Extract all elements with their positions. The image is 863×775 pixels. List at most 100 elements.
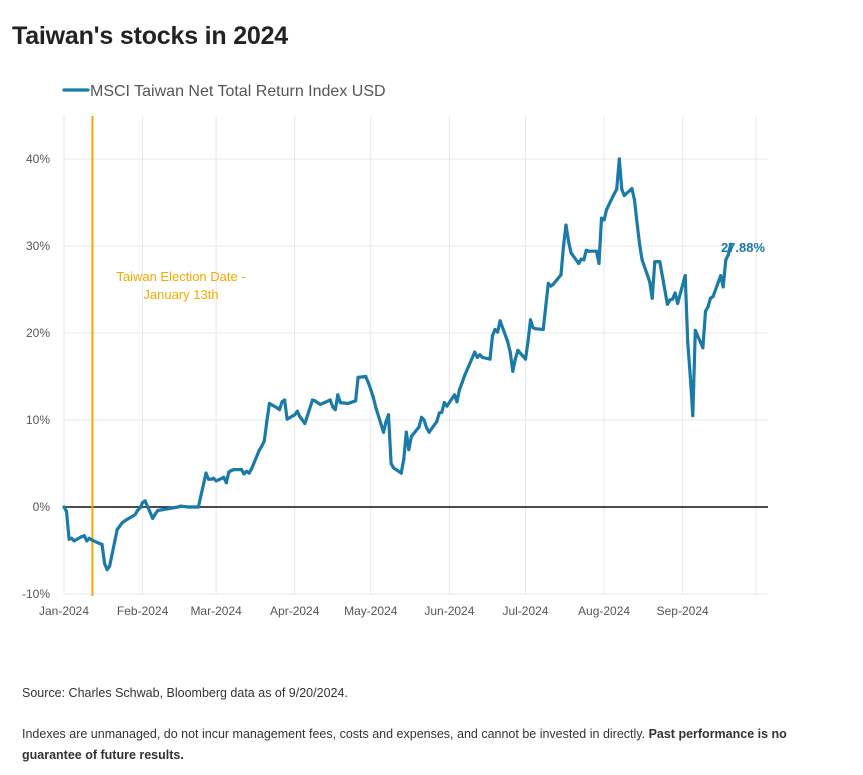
data-point — [293, 413, 297, 417]
x-tick-label: Sep-2024 — [657, 604, 709, 618]
data-point — [422, 418, 426, 422]
y-tick-label: 40% — [26, 152, 50, 166]
data-point — [247, 471, 251, 475]
x-axis-tick-labels: Jan-2024 Feb-2024 Mar-2024 Apr-2024 May-2024… — [39, 604, 709, 618]
data-point — [445, 404, 449, 408]
data-point — [513, 357, 517, 361]
data-point — [118, 524, 122, 528]
data-point — [123, 519, 127, 523]
data-point — [632, 198, 637, 202]
data-point — [528, 318, 533, 322]
data-point — [582, 258, 586, 262]
data-point — [630, 187, 634, 191]
data-point — [419, 415, 424, 419]
data-point — [346, 401, 350, 406]
data-point — [72, 539, 76, 543]
data-point — [381, 430, 386, 434]
data-point — [567, 240, 571, 244]
line-chart: -10% 0% 10% 20% 30% 40% Jan-2024 Feb-2024 Mar-2… — [22, 83, 768, 618]
data-point — [706, 305, 710, 309]
data-point — [564, 223, 568, 227]
data-point — [541, 327, 545, 332]
legend: MSCI Taiwan Net Total Return Index USD — [62, 83, 386, 100]
data-point — [584, 248, 588, 252]
data-point — [85, 539, 89, 543]
x-tick-label: Mar-2024 — [190, 604, 242, 618]
data-point — [250, 467, 254, 471]
y-tick-label: 10% — [26, 413, 50, 427]
data-point — [321, 401, 325, 406]
data-point — [260, 444, 264, 448]
data-point — [209, 477, 213, 481]
data-point — [703, 309, 708, 313]
data-point — [245, 469, 249, 473]
data-point — [635, 220, 639, 225]
data-point — [587, 249, 591, 253]
data-point — [676, 301, 680, 305]
data-point — [369, 388, 373, 392]
x-tick-label: Jan-2024 — [39, 604, 89, 618]
data-point — [153, 512, 157, 516]
disclaimer-bold-text: Past performance is no guarantee of futu… — [22, 727, 787, 762]
data-point — [90, 538, 94, 542]
data-point — [336, 393, 340, 397]
data-point — [80, 535, 84, 539]
data-point — [617, 157, 621, 161]
data-point — [151, 516, 155, 520]
data-point — [125, 517, 129, 521]
data-point — [303, 421, 307, 426]
data-point — [549, 284, 553, 288]
data-point — [724, 258, 728, 262]
x-tick-label: Apr-2024 — [270, 604, 320, 618]
data-point — [280, 400, 284, 404]
data-point — [407, 448, 411, 452]
data-point — [212, 476, 216, 480]
data-point — [87, 536, 91, 540]
data-point — [232, 468, 236, 472]
data-point — [267, 401, 271, 406]
data-point — [82, 534, 86, 538]
data-point — [138, 506, 142, 510]
y-tick-label: 20% — [26, 326, 50, 340]
data-point — [655, 260, 659, 264]
data-point — [389, 461, 393, 466]
data-point — [338, 401, 342, 405]
data-point — [460, 381, 464, 385]
data-point — [222, 475, 226, 479]
data-point — [115, 528, 119, 532]
data-point — [120, 521, 124, 525]
grid-lines — [63, 116, 768, 595]
election-annotation-label: Taiwan Election Date - — [116, 269, 245, 284]
data-point — [488, 357, 492, 361]
data-point — [435, 420, 439, 424]
data-point — [653, 260, 657, 264]
data-point — [665, 302, 670, 306]
data-point — [577, 261, 581, 265]
data-point — [374, 406, 378, 410]
data-point — [605, 207, 609, 212]
data-point — [402, 457, 406, 461]
data-point — [670, 297, 675, 301]
data-point — [239, 468, 244, 472]
data-point — [295, 409, 299, 413]
data-point — [409, 434, 413, 439]
data-point — [688, 374, 692, 379]
data-point — [285, 417, 289, 421]
y-axis-tick-labels: -10% 0% 10% 20% 30% 40% — [22, 152, 50, 601]
data-point — [650, 296, 654, 300]
data-point — [242, 472, 246, 476]
series-line-0 — [62, 157, 733, 572]
data-point — [224, 481, 228, 485]
data-point — [331, 405, 335, 409]
data-point — [204, 471, 208, 475]
data-point — [135, 508, 140, 513]
data-point — [386, 413, 391, 417]
x-tick-label: Jul-2024 — [502, 604, 548, 618]
data-point — [425, 426, 429, 430]
data-point — [544, 305, 548, 309]
data-point — [686, 340, 690, 344]
data-point — [348, 401, 353, 405]
legend-label: MSCI Taiwan Net Total Return Index USD — [90, 83, 386, 100]
data-point — [506, 340, 510, 344]
data-point — [275, 406, 279, 410]
